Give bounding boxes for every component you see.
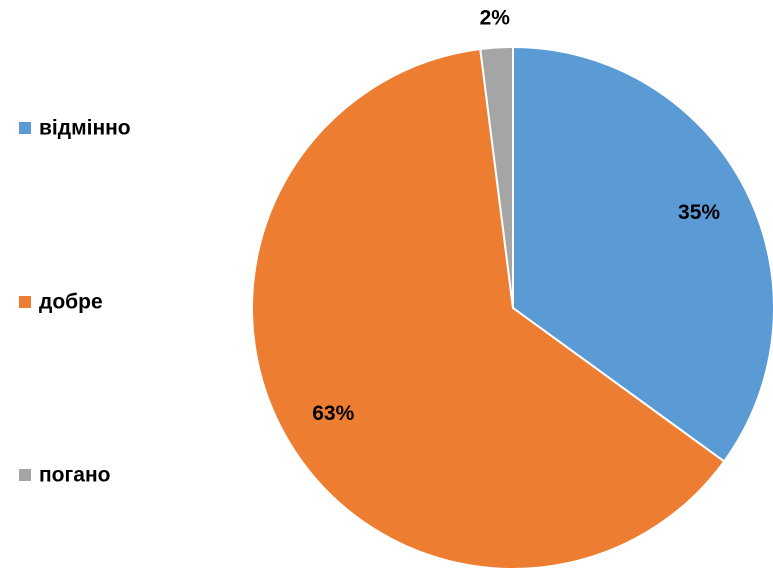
pie-slice — [251, 47, 726, 570]
legend-label: добре — [39, 291, 103, 314]
legend-swatch — [19, 122, 31, 134]
legend-label: відмінно — [39, 117, 131, 140]
pie-slice — [512, 45, 773, 463]
legend-label: погано — [39, 464, 110, 487]
data-label: 35% — [678, 201, 720, 224]
legend-swatch — [19, 469, 31, 481]
data-label: 2% — [480, 6, 511, 29]
legend-swatch — [19, 296, 31, 308]
data-label: 63% — [312, 402, 354, 425]
pie-slice — [479, 45, 514, 309]
